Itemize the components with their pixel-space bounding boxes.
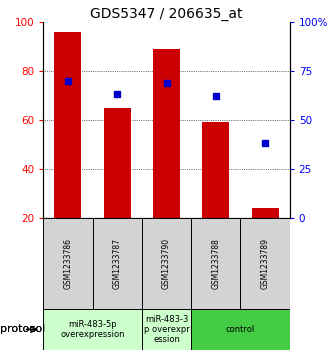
Bar [240,218,290,309]
Text: GSM1233787: GSM1233787 [113,238,122,289]
Text: GSM1233788: GSM1233788 [211,238,220,289]
Bar [43,309,142,350]
Text: protocol: protocol [0,325,45,334]
Text: GSM1233786: GSM1233786 [63,238,73,289]
Bar [202,122,229,218]
Text: GSM1233789: GSM1233789 [260,238,270,289]
Text: miR-483-3
p overexpr
ession: miR-483-3 p overexpr ession [144,314,189,344]
Bar [43,218,93,309]
Bar [251,208,279,218]
Text: control: control [226,325,255,334]
Bar [54,32,82,218]
Bar [104,107,131,218]
Text: miR-483-5p
overexpression: miR-483-5p overexpression [60,320,125,339]
Text: ■: ■ [50,362,62,363]
Text: GSM1233790: GSM1233790 [162,238,171,289]
Bar [153,49,180,218]
Bar [142,218,191,309]
Bar [191,309,290,350]
Title: GDS5347 / 206635_at: GDS5347 / 206635_at [90,7,243,21]
Bar [191,218,240,309]
Bar [142,309,191,350]
Bar [93,218,142,309]
Text: protocol: protocol [0,325,45,334]
